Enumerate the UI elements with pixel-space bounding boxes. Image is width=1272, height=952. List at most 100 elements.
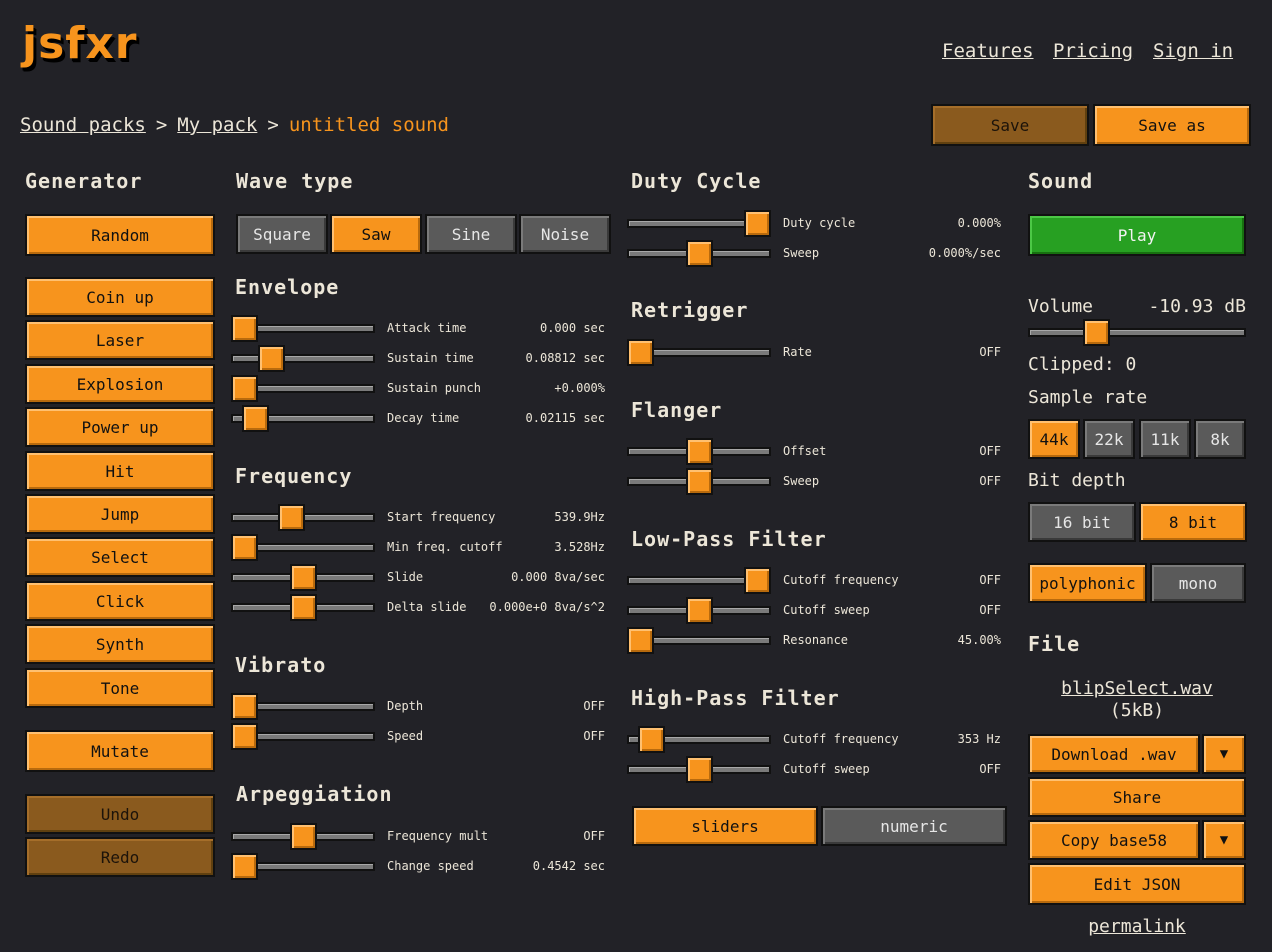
hpf-sweep-slider[interactable]: Cutoff sweep OFF [0, 755, 1010, 785]
share-button[interactable]: Share [1028, 777, 1246, 817]
random-button[interactable]: Random [25, 214, 215, 256]
lpf-cutoff-slider-thumb[interactable] [744, 567, 771, 594]
file-size: (5kB) [1109, 700, 1165, 721]
attack-slider[interactable]: Attack time 0.000 sec [0, 314, 1010, 344]
punch-slider[interactable]: Sustain punch +0.000% [0, 374, 1010, 404]
arp-mult-slider-thumb[interactable] [289, 823, 317, 850]
copy-base58-button[interactable]: Copy base58 [1028, 820, 1200, 860]
retrig-rate-slider[interactable]: Rate OFF [0, 338, 1010, 368]
numeric-view-button[interactable]: numeric [821, 806, 1007, 846]
hpf-cutoff-slider[interactable]: Cutoff frequency 353 Hz [0, 725, 1010, 755]
arp-speed-slider-thumb[interactable] [231, 853, 258, 880]
wave-noise-button[interactable]: Noise [519, 214, 611, 254]
mono-button[interactable]: mono [1150, 563, 1246, 603]
flanger-sweep-slider-thumb[interactable] [685, 468, 713, 495]
volume-slider-track[interactable] [1028, 328, 1246, 337]
permalink-link[interactable]: permalink [1088, 916, 1186, 937]
duty-sweep-slider[interactable]: Sweep 0.000%/sec [0, 239, 1010, 269]
wave-saw-button[interactable]: Saw [330, 214, 422, 254]
sliders-view-button[interactable]: sliders [632, 806, 818, 846]
decay-slider-thumb[interactable] [241, 405, 269, 432]
lpf-res-slider-thumb[interactable] [627, 627, 654, 654]
preset-explosion-button[interactable]: Explosion [25, 364, 215, 404]
preset-coin-up-button[interactable]: Coin up [25, 277, 215, 317]
duty-sweep-slider-thumb[interactable] [685, 240, 713, 267]
attack-slider-thumb[interactable] [231, 315, 258, 342]
hpf-sweep-slider-thumb[interactable] [685, 756, 713, 783]
flanger-offset-slider-thumb[interactable] [685, 438, 713, 465]
lpf-sweep-slider[interactable]: Cutoff sweep OFF [0, 596, 1010, 626]
flanger-sweep-slider[interactable]: Sweep OFF [0, 467, 1010, 497]
duty-slider-thumb[interactable] [744, 210, 771, 237]
start-freq-slider[interactable]: Start frequency 539.9Hz [0, 503, 1010, 533]
delta-slide-slider[interactable]: Delta slide 0.000e+0 8va/s^2 [0, 593, 1010, 623]
slide-slider-thumb[interactable] [289, 564, 317, 591]
bit-depth-16-button[interactable]: 16 bit [1028, 502, 1136, 542]
decay-slider[interactable]: Decay time 0.02115 sec [0, 404, 1010, 434]
bit-depth-8-button[interactable]: 8 bit [1139, 502, 1247, 542]
hpf-cutoff-value: 353 Hz [957, 732, 1001, 746]
decay-slider-track[interactable] [231, 414, 375, 423]
jsfxr-logo[interactable]: jsfxr [22, 18, 138, 69]
nav-sign-in[interactable]: Sign in [1153, 40, 1234, 62]
delta-slide-slider-thumb[interactable] [289, 594, 317, 621]
edit-json-button[interactable]: Edit JSON [1028, 863, 1246, 905]
arp-mult-slider[interactable]: Frequency mult OFF [0, 822, 1010, 852]
copy-dropdown-chevron-down-icon[interactable]: ▼ [1202, 820, 1246, 860]
download-dropdown-chevron-down-icon[interactable]: ▼ [1202, 734, 1246, 774]
sustain-slider-thumb[interactable] [257, 345, 285, 372]
vib-depth-slider-thumb[interactable] [231, 693, 258, 720]
breadcrumb-sound-packs[interactable]: Sound packs [20, 114, 146, 136]
mutate-button[interactable]: Mutate [25, 730, 215, 772]
min-freq-slider[interactable]: Min freq. cutoff 3.528Hz [0, 533, 1010, 563]
filename-link[interactable]: blipSelect.wav [1061, 678, 1213, 699]
start-freq-slider-thumb[interactable] [277, 504, 305, 531]
play-button[interactable]: Play [1028, 214, 1246, 256]
slide-slider[interactable]: Slide 0.000 8va/sec [0, 563, 1010, 593]
sample-rate-11k-button[interactable]: 11k [1139, 419, 1191, 459]
generator-title: Generator [25, 169, 143, 193]
preset-jump-button[interactable]: Jump [25, 494, 215, 534]
sample-rate-44k-button[interactable]: 44k [1028, 419, 1080, 459]
preset-laser-button[interactable]: Laser [25, 320, 215, 360]
sustain-slider-track[interactable] [231, 354, 375, 363]
undo-button[interactable]: Undo [25, 794, 215, 834]
sample-rate-8k-button[interactable]: 8k [1194, 419, 1246, 459]
flanger-offset-slider[interactable]: Offset OFF [0, 437, 1010, 467]
volume-label: Volume [1028, 296, 1094, 317]
punch-slider-thumb[interactable] [231, 375, 258, 402]
vib-depth-slider[interactable]: Depth OFF [0, 692, 1010, 722]
vib-speed-slider-thumb[interactable] [231, 723, 258, 750]
nav-features[interactable]: Features [942, 40, 1034, 62]
lpf-cutoff-slider[interactable]: Cutoff frequency OFF [0, 566, 1010, 596]
lpf-sweep-slider-thumb[interactable] [685, 597, 713, 624]
wave-sine-button[interactable]: Sine [425, 214, 517, 254]
hpf-cutoff-slider-track[interactable] [627, 735, 771, 744]
sustain-slider[interactable]: Sustain time 0.08812 sec [0, 344, 1010, 374]
preset-click-button[interactable]: Click [25, 581, 215, 621]
retrig-rate-slider-thumb[interactable] [627, 339, 654, 366]
hpf-cutoff-slider-thumb[interactable] [637, 726, 665, 753]
volume-slider-thumb[interactable] [1083, 319, 1111, 346]
preset-select-button[interactable]: Select [25, 537, 215, 577]
decay-value: 0.02115 sec [525, 411, 605, 425]
preset-hit-button[interactable]: Hit [25, 451, 215, 491]
preset-synth-button[interactable]: Synth [25, 624, 215, 664]
download-wav-button[interactable]: Download .wav [1028, 734, 1200, 774]
preset-power-up-button[interactable]: Power up [25, 407, 215, 447]
min-freq-slider-thumb[interactable] [231, 534, 258, 561]
save-button[interactable]: Save [931, 104, 1089, 146]
lpf-res-slider[interactable]: Resonance 45.00% [0, 626, 1010, 656]
nav-pricing[interactable]: Pricing [1053, 40, 1134, 62]
preset-tone-button[interactable]: Tone [25, 668, 215, 708]
wave-square-button[interactable]: Square [236, 214, 328, 254]
save-as-button[interactable]: Save as [1093, 104, 1251, 146]
polyphonic-button[interactable]: polyphonic [1028, 563, 1147, 603]
volume-slider[interactable] [1028, 318, 1246, 348]
breadcrumb-my-pack[interactable]: My pack [177, 114, 258, 136]
vib-speed-slider[interactable]: Speed OFF [0, 722, 1010, 752]
sample-rate-22k-button[interactable]: 22k [1083, 419, 1135, 459]
redo-button[interactable]: Redo [25, 837, 215, 877]
duty-slider[interactable]: Duty cycle 0.000% [0, 209, 1010, 239]
arp-speed-slider[interactable]: Change speed 0.4542 sec [0, 852, 1010, 882]
